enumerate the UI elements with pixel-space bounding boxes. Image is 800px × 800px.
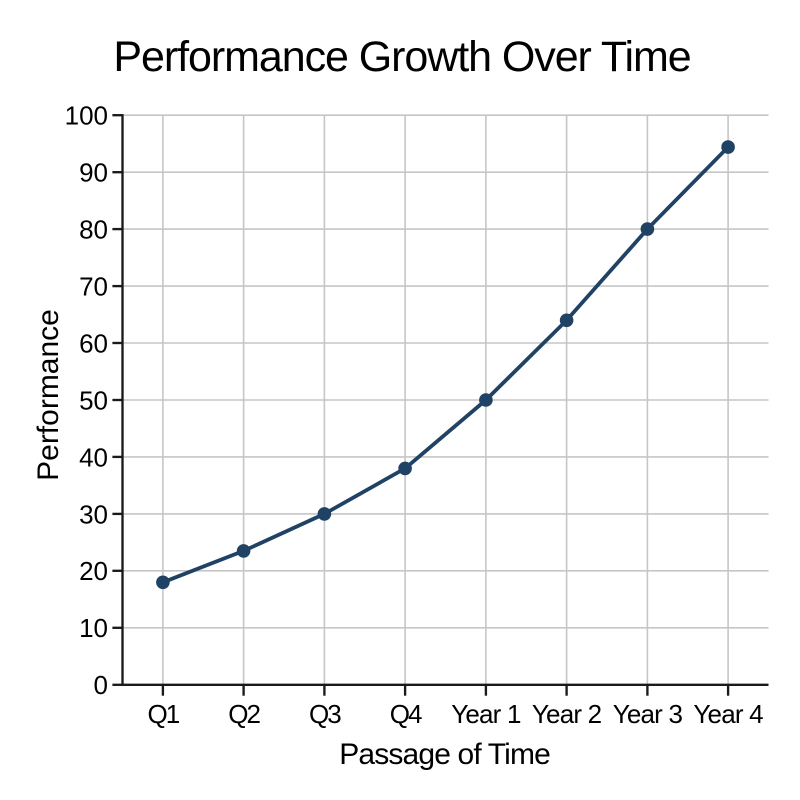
- svg-text:Year 2: Year 2: [532, 699, 602, 729]
- svg-text:30: 30: [79, 499, 108, 529]
- svg-text:Year 1: Year 1: [451, 699, 521, 729]
- svg-text:Year 4: Year 4: [693, 699, 763, 729]
- svg-text:50: 50: [79, 385, 108, 415]
- svg-text:10: 10: [79, 613, 108, 643]
- svg-text:40: 40: [79, 442, 108, 472]
- svg-text:Q2: Q2: [228, 699, 260, 729]
- svg-text:Q4: Q4: [390, 699, 422, 729]
- svg-text:Q3: Q3: [309, 699, 341, 729]
- svg-text:0: 0: [94, 670, 108, 700]
- svg-text:20: 20: [79, 556, 108, 586]
- svg-text:60: 60: [79, 328, 108, 358]
- svg-text:Performance Growth Over Time: Performance Growth Over Time: [113, 33, 690, 81]
- svg-text:70: 70: [79, 272, 108, 302]
- svg-text:Q1: Q1: [148, 699, 180, 729]
- svg-text:Performance: Performance: [32, 309, 65, 481]
- svg-text:80: 80: [79, 215, 108, 245]
- svg-text:Passage of Time: Passage of Time: [339, 738, 550, 771]
- svg-text:Year 3: Year 3: [613, 699, 683, 729]
- svg-text:90: 90: [79, 158, 108, 188]
- svg-text:100: 100: [65, 101, 108, 131]
